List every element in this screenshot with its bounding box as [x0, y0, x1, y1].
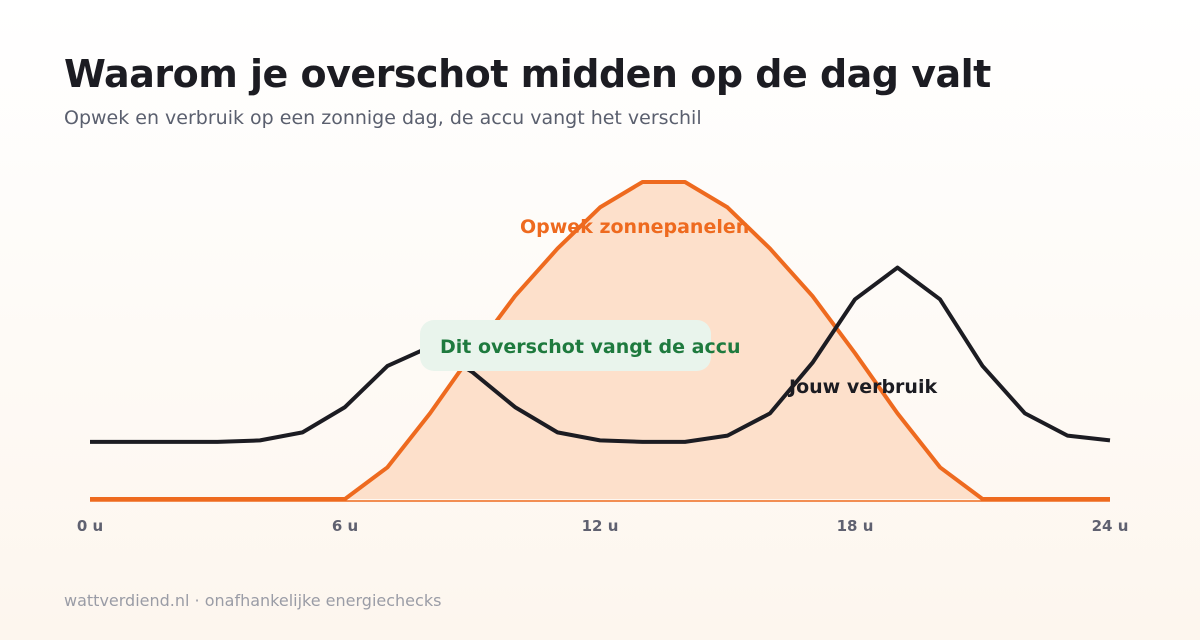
x-tick-label: 0 u — [77, 517, 103, 535]
x-tick-label: 6 u — [332, 517, 358, 535]
footer-credit: wattverdiend.nl · onafhankelijke energie… — [64, 591, 442, 610]
x-tick-label: 12 u — [582, 517, 619, 535]
series-label-consumption: Jouw verbruik — [787, 376, 937, 398]
callout-text: Dit overschot vangt de accu — [440, 336, 741, 358]
x-axis-ticks: 0 u 6 u 12 u 18 u 24 u — [77, 517, 1129, 535]
consumption-line — [90, 265, 1111, 444]
callout-box — [420, 320, 711, 371]
chart-subtitle: Opwek en verbruik op een zonnige dag, de… — [64, 107, 702, 129]
callout: Dit overschot vangt de accu — [420, 320, 741, 371]
generation-line — [90, 180, 1110, 501]
x-tick-label: 18 u — [837, 517, 874, 535]
x-tick-label: 24 u — [1092, 517, 1129, 535]
chart-title: Waarom je overschot midden op de dag val… — [64, 52, 991, 96]
series-label-generation: Opwek zonnepanelen — [520, 216, 749, 238]
